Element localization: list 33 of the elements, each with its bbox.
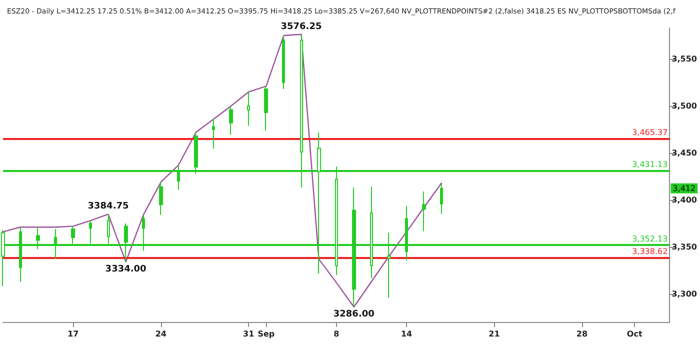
line-series [2,34,442,308]
y-tick-label: 3,550 [672,54,698,64]
y-tick-label: 3,300 [672,289,698,298]
ref-line-label: 3,338.62 [632,247,668,256]
x-tick-label: Oct [626,330,642,338]
x-tick-label: 24 [155,330,167,338]
candlestick [422,190,426,232]
y-tick-label: 3,500 [672,101,698,110]
annotation: 3286.00 [333,309,374,320]
annotation: 3384.75 [88,202,129,212]
candlestick [440,182,443,214]
x-tick-label: 21 [488,330,500,338]
x-tick-label: 8 [334,330,340,338]
y-tick-label: 3,400 [672,195,698,204]
candlestick [212,118,215,150]
annotation: 3,412 [672,184,696,193]
x-tick-label: 17 [68,330,79,338]
x-tick-label: 28 [576,330,588,338]
candlestick [282,35,285,90]
y-tick-label: 3,450 [672,148,698,158]
x-tick-label: 14 [400,330,413,338]
annotation: 3576.25 [280,22,322,32]
ref-line-label: 3,465.37 [632,128,668,137]
ref-line-label: 3,431.13 [632,160,668,170]
annotation: 3334.00 [105,264,146,274]
y-tick-label: 3,350 [672,242,698,252]
x-tick-label: Sep [258,330,275,338]
candlestick [247,91,250,126]
candlestick [229,106,233,136]
x-tick-label: 31 [243,330,255,338]
candlestick [159,182,163,216]
candlestick [264,86,268,132]
ref-line-label: 3,352.13 [632,234,668,244]
